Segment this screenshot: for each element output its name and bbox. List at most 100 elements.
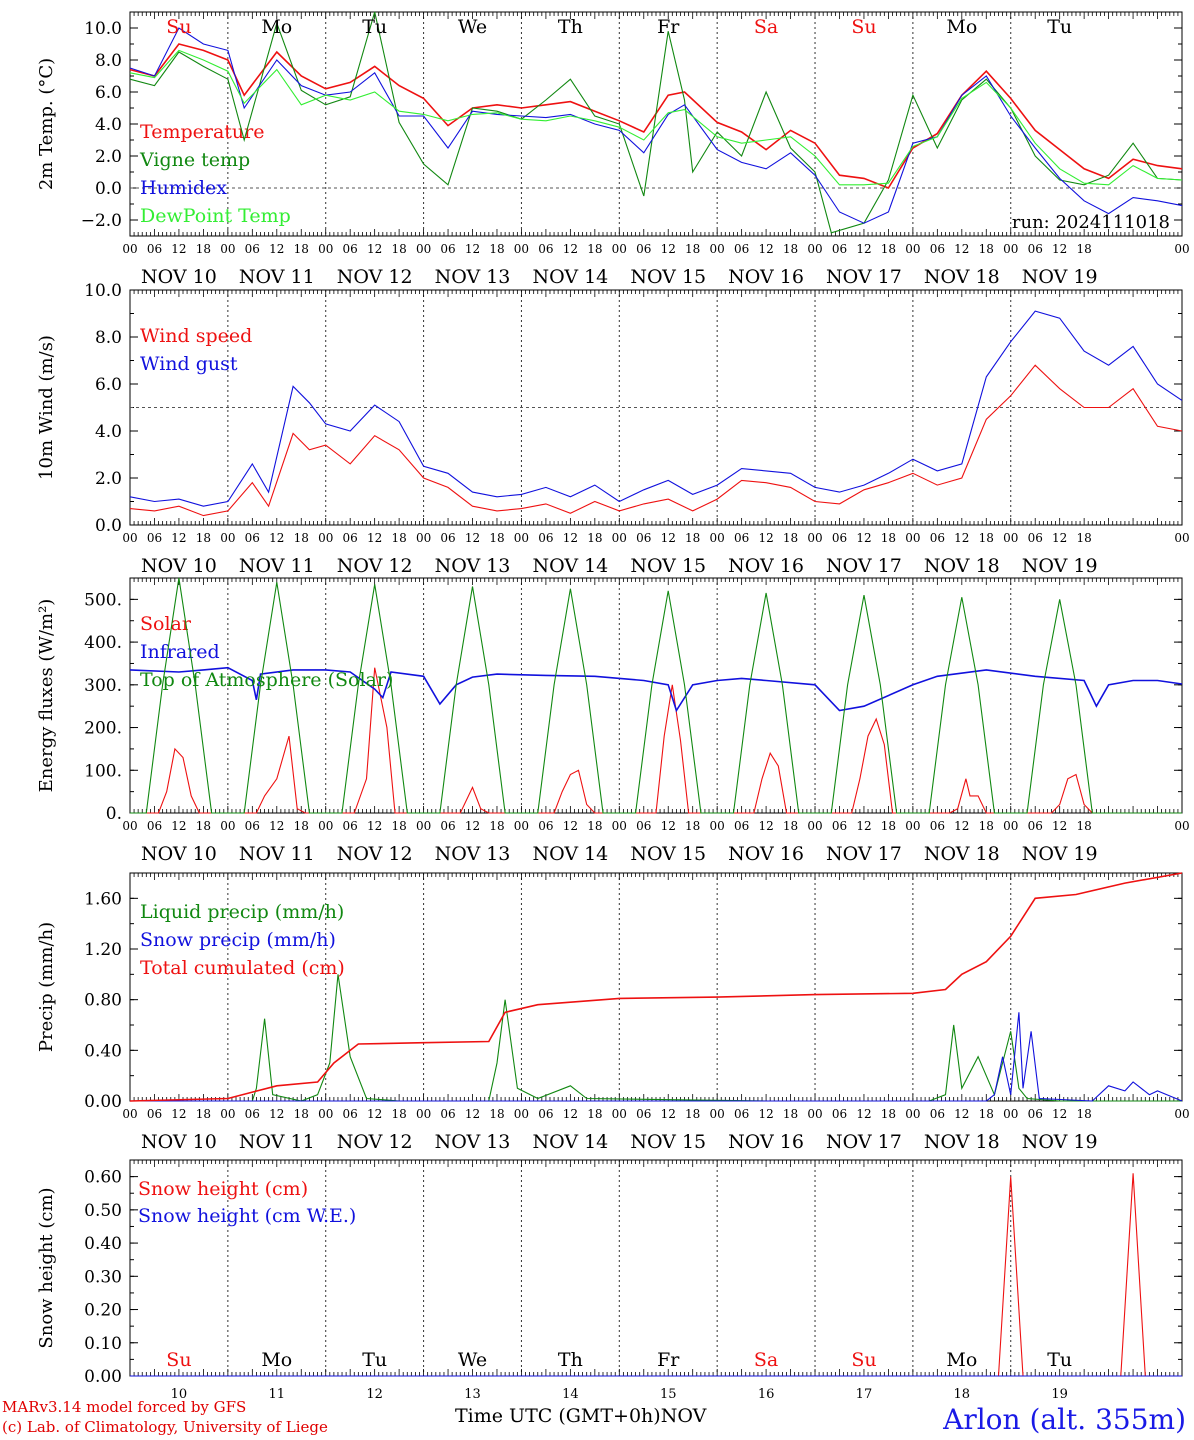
hour-label: 12 bbox=[1052, 819, 1067, 833]
hour-label: 00 bbox=[807, 531, 822, 545]
day-number-label: 13 bbox=[464, 1387, 481, 1402]
y-tick-label: −2.0 bbox=[81, 211, 122, 231]
y-axis-label: Precip (mm/h) bbox=[36, 922, 57, 1052]
panel-snow: 0.00 0.10 0.20 0.30 0.40 0.50 0.60 Snow height … bbox=[36, 1159, 1183, 1387]
date-label: NOV 18 bbox=[924, 555, 1000, 577]
y-tick-label: 200. bbox=[84, 719, 122, 739]
date-label: NOV 10 bbox=[141, 843, 217, 865]
date-label: NOV 18 bbox=[924, 266, 1000, 288]
date-label: NOV 11 bbox=[239, 843, 315, 865]
hour-label: 00 bbox=[1174, 1107, 1189, 1121]
day-number-label: 15 bbox=[660, 1387, 677, 1402]
hour-label: 12 bbox=[171, 819, 186, 833]
date-label: NOV 12 bbox=[337, 555, 413, 577]
hour-label: 18 bbox=[685, 819, 700, 833]
date-label: NOV 16 bbox=[728, 1131, 804, 1153]
hour-label: 18 bbox=[489, 819, 504, 833]
y-tick-label: 0.0 bbox=[95, 516, 122, 536]
hour-label: 12 bbox=[758, 242, 773, 256]
date-label: NOV 15 bbox=[630, 266, 706, 288]
hour-label: 00 bbox=[318, 531, 333, 545]
legend-entry: Wind speed bbox=[140, 325, 252, 347]
date-label: NOV 11 bbox=[239, 266, 315, 288]
hour-label: 06 bbox=[245, 242, 260, 256]
hour-label: 06 bbox=[734, 242, 749, 256]
y-tick-label: 0.30 bbox=[84, 1267, 122, 1287]
series-line-0 bbox=[130, 667, 1182, 814]
lab-credit: (c) Lab. of Climatology, University of L… bbox=[2, 1418, 328, 1436]
date-label: NOV 12 bbox=[337, 843, 413, 865]
hour-label: 18 bbox=[783, 819, 798, 833]
hour-label: 06 bbox=[1028, 242, 1043, 256]
date-label: NOV 19 bbox=[1022, 843, 1098, 865]
y-tick-label: 1.20 bbox=[84, 940, 122, 960]
legend-entry: Total cumulated (cm) bbox=[140, 957, 345, 979]
station-label: Arlon (alt. 355m) bbox=[943, 1403, 1186, 1436]
day-number-label: 10 bbox=[171, 1387, 188, 1402]
y-tick-label: 0.60 bbox=[84, 1168, 122, 1188]
date-label: NOV 19 bbox=[1022, 266, 1098, 288]
date-label: NOV 13 bbox=[435, 1131, 511, 1153]
hour-label: 18 bbox=[881, 242, 896, 256]
hour-label: 12 bbox=[856, 819, 871, 833]
hour-label: 00 bbox=[710, 1107, 725, 1121]
weekday-label-bottom: Su bbox=[851, 1349, 876, 1371]
hour-label: 06 bbox=[734, 531, 749, 545]
hour-label: 12 bbox=[758, 1107, 773, 1121]
hour-label: 06 bbox=[636, 531, 651, 545]
hour-label: 18 bbox=[587, 1107, 602, 1121]
hour-label: 00 bbox=[1003, 819, 1018, 833]
hour-label: 06 bbox=[440, 242, 455, 256]
date-label: NOV 14 bbox=[532, 266, 608, 288]
hour-label: 00 bbox=[220, 819, 235, 833]
legend-entry: Wind gust bbox=[140, 353, 238, 375]
hour-label: 12 bbox=[563, 242, 578, 256]
panel-wind: 0.0 2.0 4.0 6.0 8.0 10.0 10m Wind (m/s) Wind sp… bbox=[36, 281, 1190, 577]
hour-label: 00 bbox=[318, 242, 333, 256]
series-line-3 bbox=[129, 49, 1183, 186]
hour-label: 06 bbox=[832, 531, 847, 545]
weekday-label-bottom: Mo bbox=[261, 1349, 292, 1371]
y-tick-label: 10.0 bbox=[84, 281, 122, 301]
date-label: NOV 10 bbox=[141, 266, 217, 288]
y-tick-label: 4.0 bbox=[95, 115, 122, 135]
weekday-label-bottom: Fr bbox=[657, 1349, 680, 1371]
date-label: NOV 12 bbox=[337, 266, 413, 288]
hour-label: 12 bbox=[171, 1107, 186, 1121]
day-number-label: 19 bbox=[1051, 1387, 1068, 1402]
hour-label: 00 bbox=[514, 819, 529, 833]
hour-label: 18 bbox=[587, 242, 602, 256]
hour-label: 12 bbox=[465, 531, 480, 545]
date-label: NOV 17 bbox=[826, 1131, 902, 1153]
y-tick-label: 2.0 bbox=[95, 469, 122, 489]
y-tick-label: 0.40 bbox=[84, 1234, 122, 1254]
weekday-label-bottom: We bbox=[458, 1349, 487, 1371]
date-label: NOV 16 bbox=[728, 843, 804, 865]
date-label: NOV 14 bbox=[532, 555, 608, 577]
hour-label: 00 bbox=[220, 1107, 235, 1121]
hour-label: 06 bbox=[930, 1107, 945, 1121]
hour-label: 06 bbox=[538, 819, 553, 833]
hour-label: 00 bbox=[612, 819, 627, 833]
legend-entry: Vigne temp bbox=[139, 149, 250, 171]
hour-label: 18 bbox=[196, 819, 211, 833]
legend-entry: Top of Atmosphere (Solar) bbox=[140, 669, 393, 691]
legend-entry: Infrared bbox=[140, 641, 220, 663]
hour-label: 00 bbox=[514, 242, 529, 256]
hour-label: 00 bbox=[122, 1107, 137, 1121]
legend-entry: Snow precip (mm/h) bbox=[140, 929, 336, 951]
hour-label: 18 bbox=[1076, 242, 1091, 256]
hour-label: 18 bbox=[587, 531, 602, 545]
hour-label: 18 bbox=[489, 531, 504, 545]
time-axis-label: Time UTC (GMT+0h) bbox=[455, 1405, 661, 1427]
y-tick-label: 100. bbox=[84, 761, 122, 781]
hour-label: 06 bbox=[832, 1107, 847, 1121]
hour-label: 06 bbox=[636, 819, 651, 833]
hour-label: 18 bbox=[391, 242, 406, 256]
hour-label: 00 bbox=[807, 1107, 822, 1121]
y-tick-label: 0.0 bbox=[95, 179, 122, 199]
hour-label: 06 bbox=[538, 1107, 553, 1121]
weekday-label-top: Su bbox=[851, 16, 876, 38]
date-label: NOV 15 bbox=[630, 843, 706, 865]
hour-label: 12 bbox=[661, 242, 676, 256]
